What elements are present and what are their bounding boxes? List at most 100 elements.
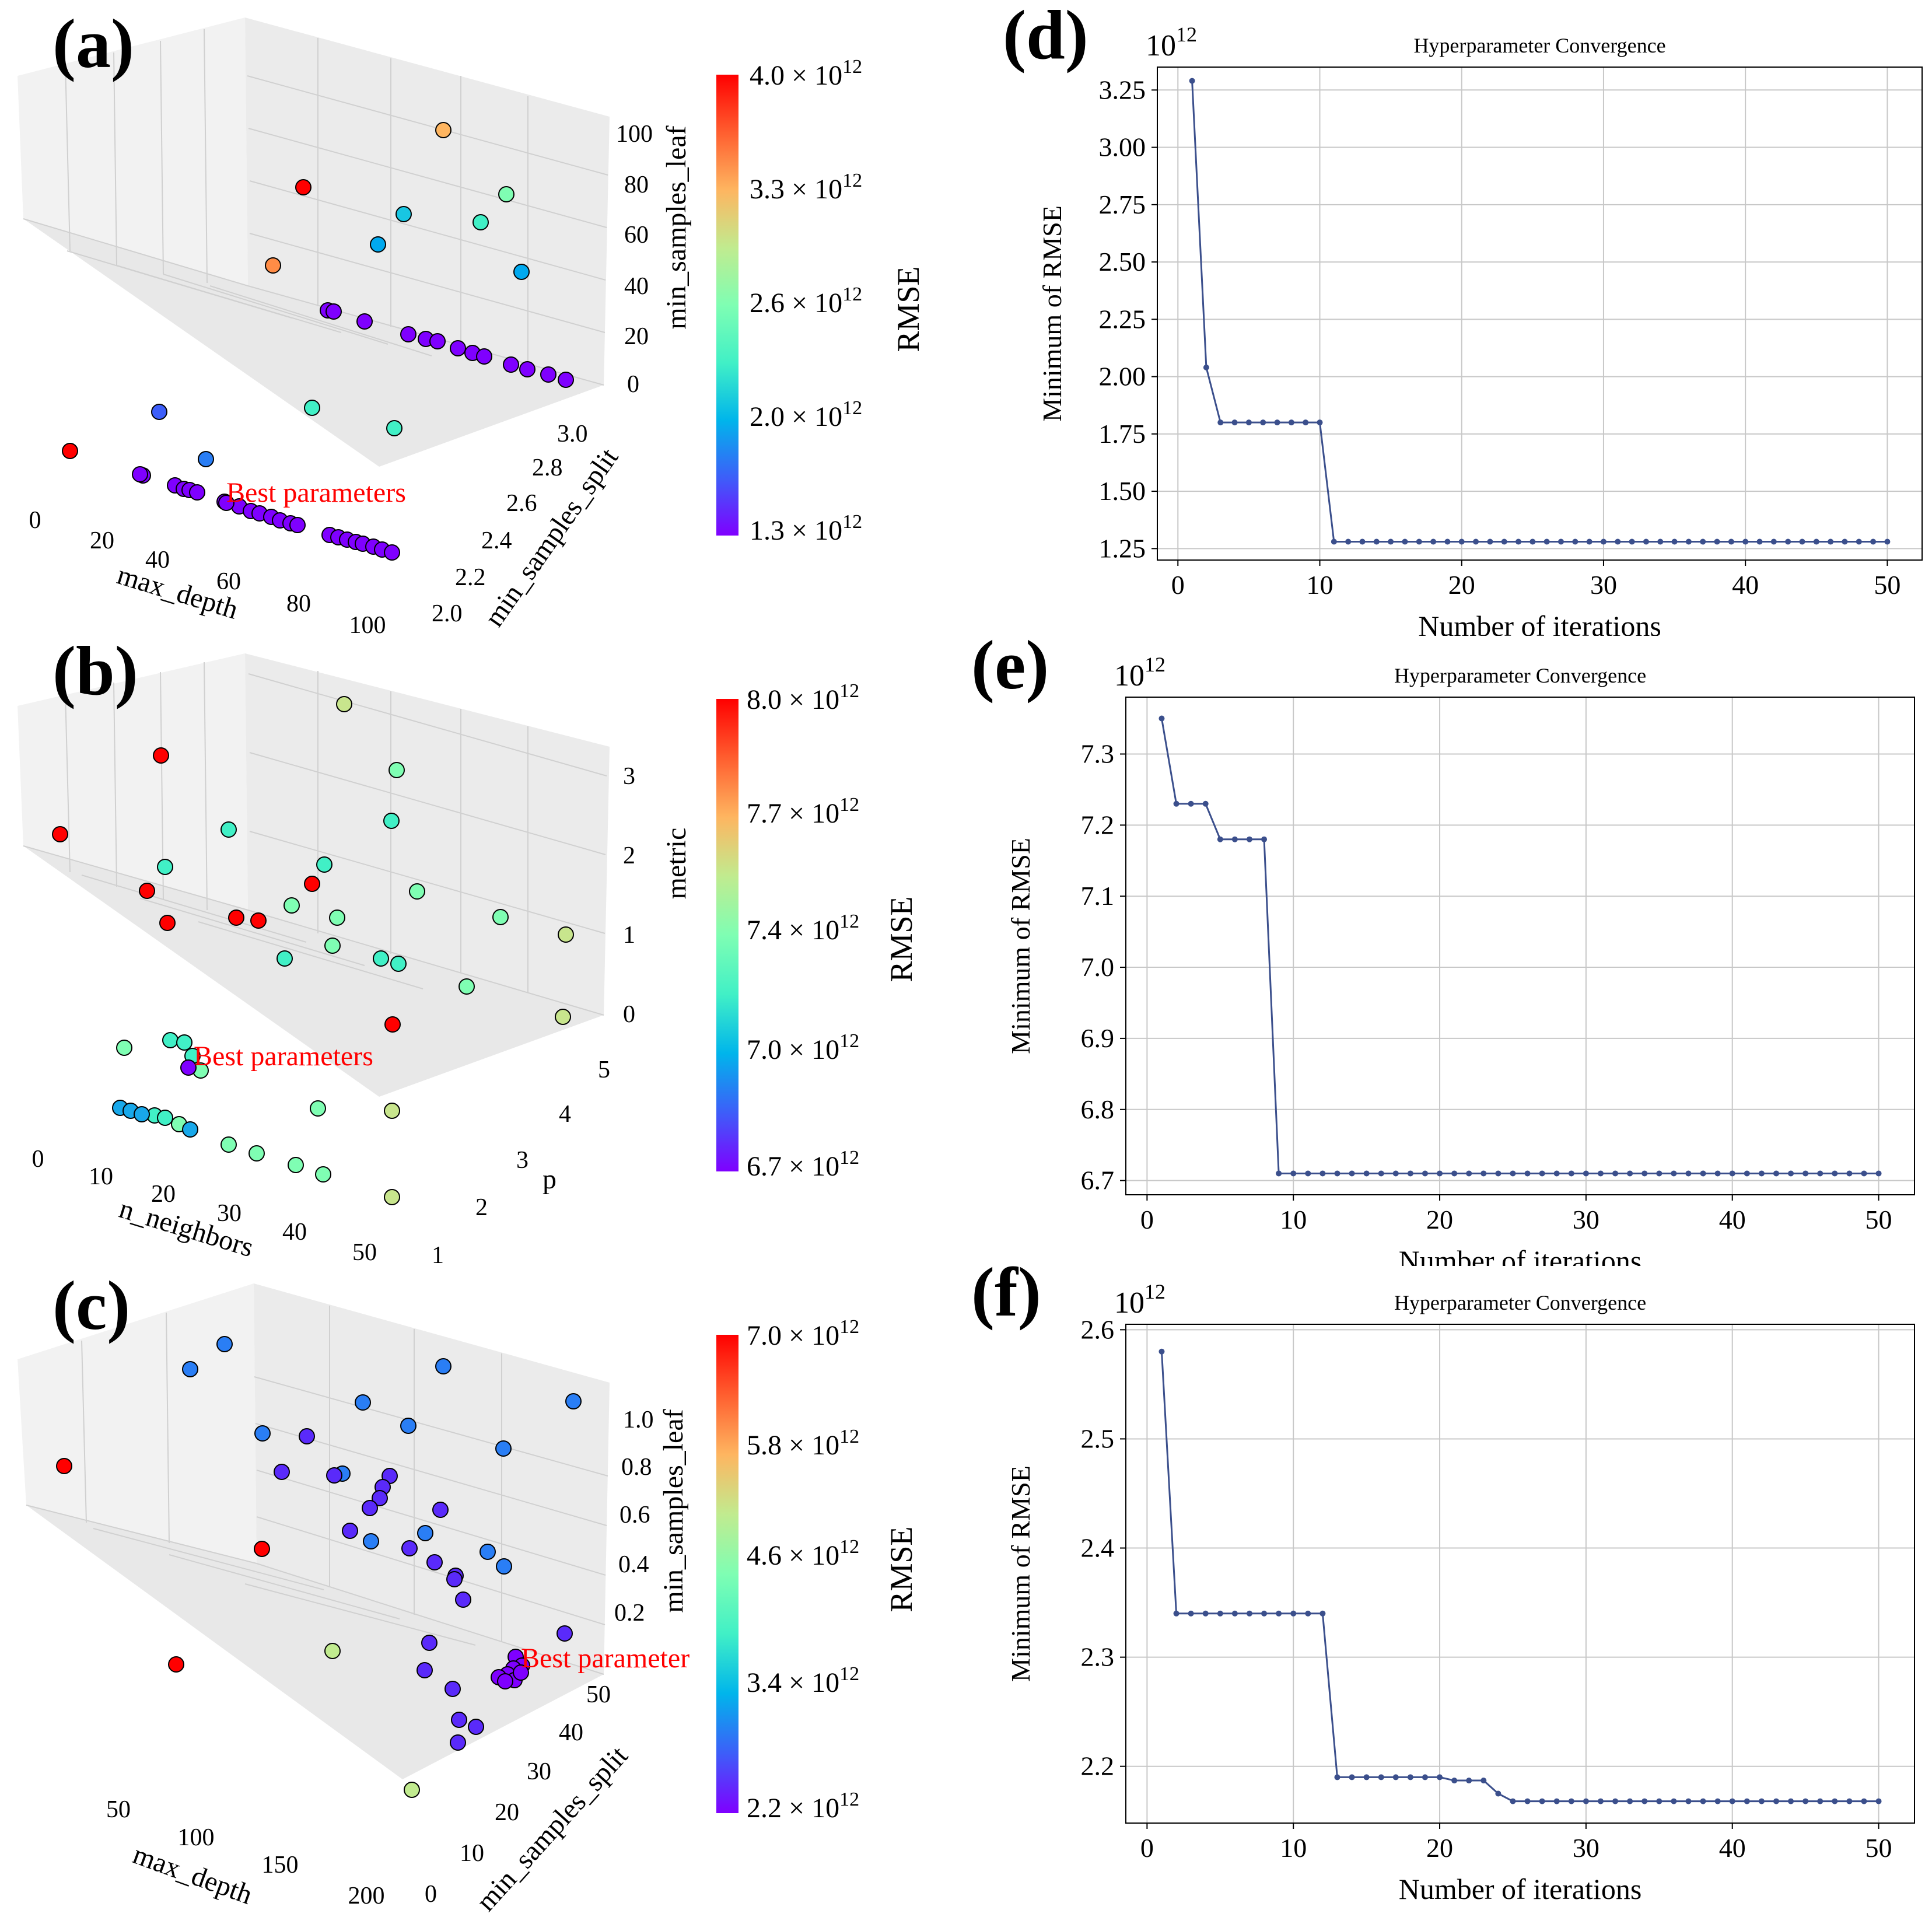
data-point (1260, 419, 1266, 426)
data-point (1466, 1170, 1472, 1177)
data-point (1846, 1798, 1853, 1804)
data-point (1642, 1798, 1648, 1804)
svg-text:20: 20 (624, 323, 649, 350)
data-point (1803, 1798, 1809, 1804)
x-tick-label: 50 (1874, 570, 1901, 600)
z-ticks-b: 0 1 2 3 (623, 763, 635, 1028)
y-tick-label: 2.75 (1099, 190, 1146, 219)
y-tick-label: 6.7 (1081, 1166, 1115, 1195)
svg-text:2.2 × 1012: 2.2 × 1012 (747, 1789, 859, 1824)
data-point (1583, 1170, 1589, 1177)
data-point (1875, 1798, 1882, 1804)
data-point (1407, 1774, 1413, 1780)
svg-text:10: 10 (89, 1163, 113, 1190)
data-point (1363, 1170, 1370, 1177)
panel-b: Best parameters (b) 0 10 20 30 40 50 n_n… (18, 636, 919, 1266)
panel-label-f: (f) (971, 1266, 1041, 1331)
svg-text:1.3 × 1012: 1.3 × 1012 (750, 511, 862, 546)
data-point (1612, 1798, 1619, 1804)
panel-label-c: (c) (52, 1267, 130, 1344)
data-point (1451, 1778, 1458, 1784)
data-point (1203, 364, 1209, 370)
x-tick-label: 10 (1306, 570, 1333, 600)
y-tick-label: 2.25 (1099, 304, 1146, 334)
colorbar-ticks-a: 4.0 × 1012 3.3 × 1012 2.6 × 1012 2.0 × 1… (750, 56, 862, 546)
data-point (1875, 1170, 1882, 1177)
svg-text:150: 150 (262, 1852, 299, 1878)
plot-frame (1157, 67, 1923, 561)
svg-text:0: 0 (29, 507, 41, 534)
y-offset-text: 1012 (1114, 653, 1166, 692)
data-point (1799, 538, 1805, 545)
y-tick-label: 2.4 (1081, 1533, 1115, 1563)
chart-d: 0 10 20 30 40 50 1.25 1.50 1.75 2.00 2.25 2.50 2.75 3… (1003, 0, 1923, 636)
data-point (1788, 1798, 1794, 1804)
svg-text:1: 1 (432, 1242, 444, 1266)
svg-text:40: 40 (559, 1719, 583, 1746)
data-point (1572, 538, 1578, 545)
data-point (1422, 1774, 1428, 1780)
svg-text:0: 0 (425, 1881, 437, 1908)
x-tick-label: 10 (1280, 1205, 1307, 1234)
x-tick-label: 40 (1719, 1205, 1746, 1234)
chart-title: Hyperparameter Convergence (1413, 34, 1665, 57)
data-point (1832, 1798, 1838, 1804)
data-point (1597, 1170, 1604, 1177)
data-point (1290, 1610, 1297, 1617)
svg-text:2: 2 (623, 842, 635, 869)
series-line (1160, 718, 1879, 1174)
data-point (1583, 1798, 1589, 1804)
x-tick-label: 0 (1140, 1205, 1154, 1234)
x-tick-label: 40 (1719, 1833, 1746, 1863)
x-ticks-c: 50 100 150 200 (106, 1796, 385, 1909)
data-point (1290, 1170, 1297, 1177)
data-point (1495, 1790, 1502, 1797)
data-point (1817, 1798, 1824, 1804)
x-tick-label: 30 (1573, 1833, 1600, 1863)
svg-text:0: 0 (32, 1146, 44, 1173)
data-point (1524, 1170, 1531, 1177)
data-point (1349, 1170, 1355, 1177)
data-point (1231, 836, 1238, 842)
svg-text:6.7 × 1012: 6.7 × 1012 (747, 1147, 859, 1182)
y-tick-label: 2.2 (1081, 1751, 1115, 1781)
colorbar-label-a: RMSE (891, 266, 926, 352)
data-point (1568, 1170, 1574, 1177)
data-point (1430, 538, 1437, 545)
data-point (1884, 538, 1891, 545)
data-point (1861, 1798, 1867, 1804)
y-tick-label: 2.50 (1099, 247, 1146, 277)
svg-text:20: 20 (495, 1799, 519, 1826)
data-point (1558, 538, 1564, 545)
plot-frame (1125, 697, 1915, 1195)
x-tick-label: 0 (1140, 1833, 1154, 1863)
svg-text:1.0: 1.0 (623, 1407, 654, 1433)
colorbar-c (716, 1335, 738, 1813)
y-tick-label: 7.1 (1081, 881, 1115, 911)
data-point (1729, 1170, 1735, 1177)
data-point (1373, 538, 1380, 545)
svg-text:40: 40 (145, 547, 170, 573)
series-line (1160, 1351, 1879, 1803)
x-tick-label: 30 (1590, 570, 1617, 600)
chart-e: 0 10 20 30 40 50 6.7 6.8 6.9 7.0 7.1 7.2 7.3 Hyperpar… (971, 636, 1915, 1266)
svg-text:7.7 × 1012: 7.7 × 1012 (747, 794, 859, 829)
data-point (1392, 1170, 1399, 1177)
data-point (1842, 538, 1848, 545)
data-point (1656, 1170, 1662, 1177)
y-tick-label: 3.00 (1099, 132, 1146, 162)
colorbar-ticks-c: 7.0 × 1012 5.8 × 1012 4.6 × 1012 3.4 × 1… (747, 1316, 859, 1824)
data-point (1671, 538, 1678, 545)
data-point (1773, 1170, 1779, 1177)
data-point (1288, 419, 1294, 426)
z-axis-label-a: min_samples_leaf (661, 125, 692, 329)
best-parameters-annotation-b: Best parameters (194, 1041, 373, 1072)
data-point (1643, 538, 1649, 545)
svg-text:4: 4 (559, 1101, 571, 1128)
data-point (1202, 1610, 1209, 1617)
data-point (1495, 1170, 1502, 1177)
data-point (1173, 800, 1180, 807)
data-point (1458, 538, 1465, 545)
svg-text:60: 60 (624, 222, 649, 249)
y-ticks-a: 2.0 2.2 2.4 2.6 2.8 3.0 (432, 421, 588, 627)
